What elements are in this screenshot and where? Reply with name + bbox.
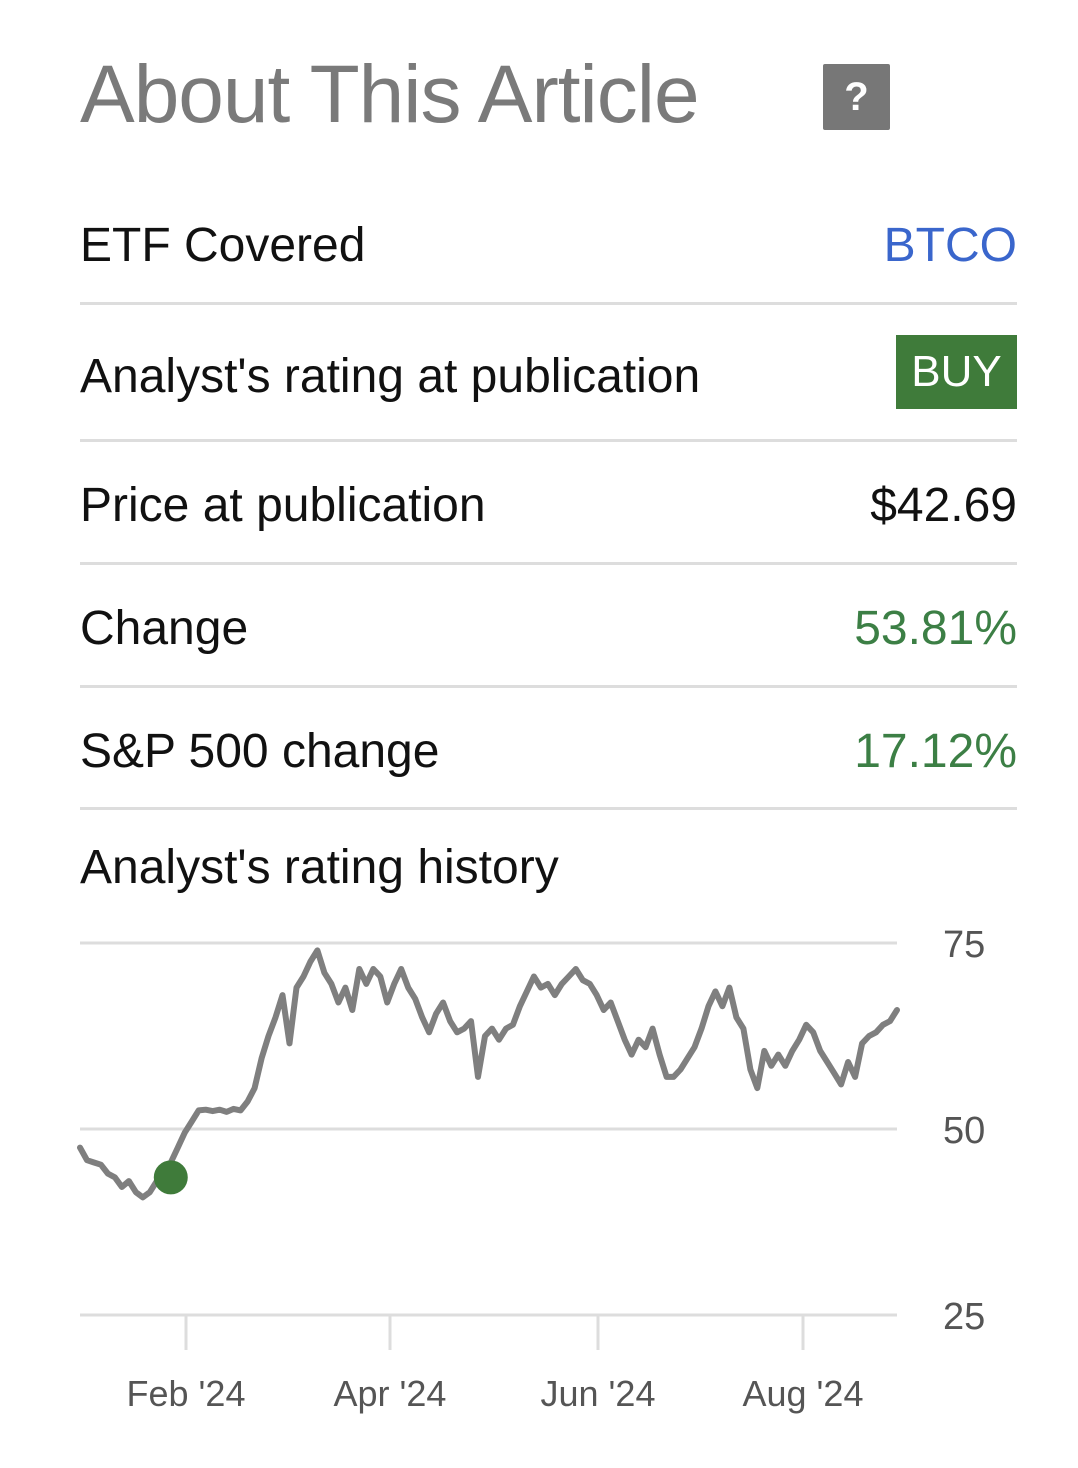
x-tick-label: Aug '24 [743,1373,864,1414]
publication-marker [153,1160,188,1195]
etf-ticker-link[interactable]: BTCO [883,219,1017,272]
row-price-at-publication: Price at publication $42.69 [80,442,1017,565]
x-tick-label: Jun '24 [541,1373,656,1414]
panel-title: About This Article [80,49,700,140]
x-tick-label: Feb '24 [127,1373,246,1414]
etf-covered-label: ETF Covered [80,219,366,272]
row-sp500-change: S&P 500 change 17.12% [80,688,1017,810]
y-tick-label: 50 [943,1110,985,1152]
change-value: 53.81% [854,602,1017,655]
sp500-change-value: 17.12% [854,725,1017,778]
price-at-publication-value: $42.69 [870,479,1017,532]
rating-history-line [77,947,900,1201]
row-analyst-rating: Analyst's rating at publication BUY [80,305,1017,442]
row-etf-covered: ETF Covered BTCO [80,170,1017,305]
help-icon[interactable]: ? [823,64,890,130]
row-change: Change 53.81% [80,565,1017,688]
buy-rating-badge: BUY [896,335,1017,409]
change-label: Change [80,602,249,655]
panel-header: About This Article ? [80,40,1017,150]
y-tick-label: 25 [943,1296,985,1338]
sp500-change-label: S&P 500 change [80,725,440,778]
price-at-publication-label: Price at publication [80,479,486,532]
x-tick-label: Apr '24 [334,1373,447,1414]
y-tick-label: 75 [943,924,985,966]
rating-history-label: Analyst's rating history [80,841,559,894]
analyst-rating-label: Analyst's rating at publication [80,350,701,403]
